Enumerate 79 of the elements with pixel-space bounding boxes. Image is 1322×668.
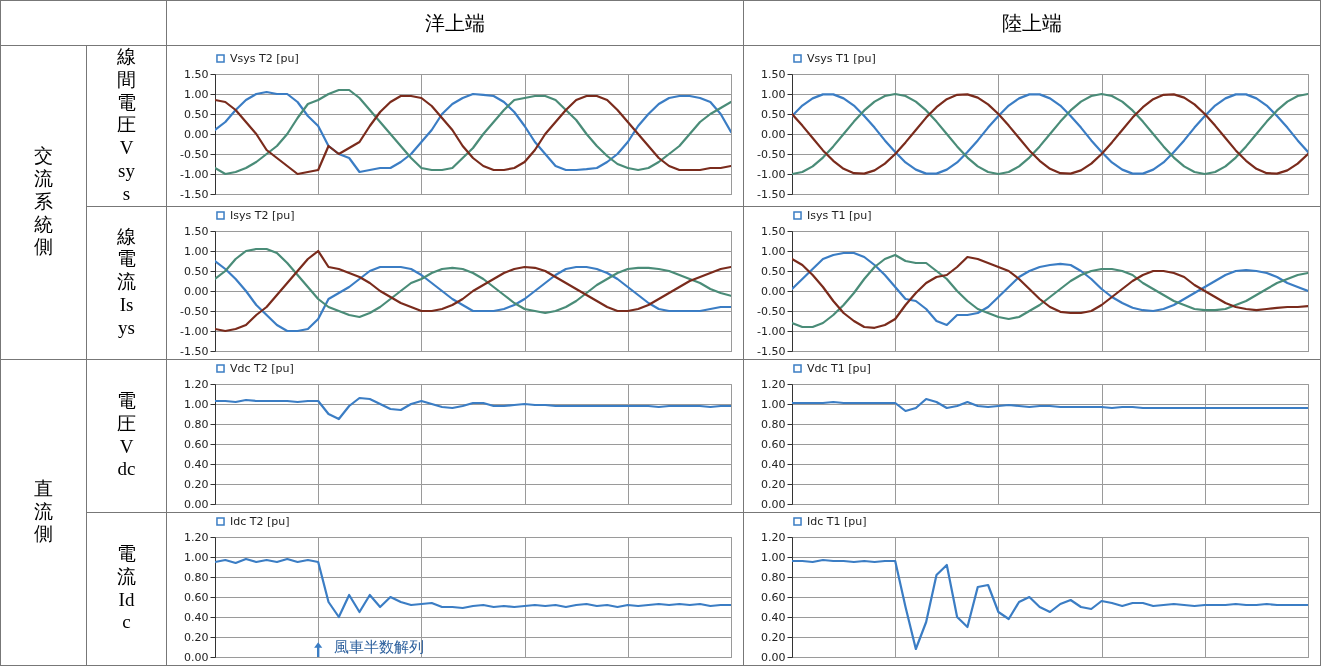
y-tick-label: 0.20 (761, 630, 786, 644)
y-axis-title: 電流Idc (116, 542, 137, 635)
y-tick-label: 0.20 (184, 477, 209, 491)
line-series (792, 397, 1308, 412)
y-tick-label: 1.00 (184, 87, 209, 101)
legend-label: Vdc T1 [pu] (807, 361, 871, 375)
y-tick-label: 1.00 (761, 87, 786, 101)
chart-title: 洋上端 (166, 0, 744, 46)
y-tick-label: 0.00 (761, 127, 786, 141)
y-tick-label: 0.80 (761, 570, 786, 584)
y-tick-label: 0.80 (184, 417, 209, 431)
y-tick-label: -0.50 (180, 147, 209, 161)
legend-label: Vsys T2 [pu] (230, 51, 299, 65)
line-series (215, 396, 731, 420)
y-tick-label: 1.50 (184, 67, 209, 81)
y-axis-title: 線電流Isys (116, 225, 137, 340)
y-tick-label: 0.50 (761, 264, 786, 278)
legend-label: Idc T1 [pu] (807, 514, 867, 528)
legend-label: Isys T2 [pu] (230, 208, 295, 222)
y-tick-label: 1.00 (184, 397, 209, 411)
y-tick-label: 0.00 (761, 650, 786, 664)
annotation: 風車半数解列 (334, 638, 425, 655)
y-tick-label: 1.50 (184, 224, 209, 238)
y-tick-label: 0.80 (184, 570, 209, 584)
y-tick-label: 1.20 (761, 530, 786, 544)
y-tick-label: 0.00 (761, 497, 786, 511)
y-tick-label: 0.40 (184, 457, 209, 471)
y-tick-label: 0.00 (184, 650, 209, 664)
y-tick-label: 0.60 (184, 437, 209, 451)
y-tick-label: 0.50 (184, 264, 209, 278)
y-tick-label: 1.00 (184, 244, 209, 258)
line-series (215, 247, 731, 318)
text: 交流系統側 (33, 145, 54, 260)
y-tick-label: -1.50 (180, 344, 209, 358)
y-tick-label: 1.00 (184, 550, 209, 564)
legend-label: Idc T2 [pu] (230, 514, 290, 528)
y-tick-label: 1.20 (184, 530, 209, 544)
y-tick-label: -1.50 (757, 187, 786, 201)
y-tick-label: -1.00 (757, 167, 786, 181)
chart-title: 陸上端 (743, 0, 1321, 46)
line-series (215, 557, 731, 618)
y-tick-label: -1.00 (757, 324, 786, 338)
y-axis-title: 線間電圧Vsys (116, 46, 137, 206)
text: 直流側 (33, 477, 54, 547)
y-tick-label: -1.00 (180, 324, 209, 338)
y-tick-label: -0.50 (180, 304, 209, 318)
y-tick-label: 0.50 (184, 107, 209, 121)
y-tick-label: 1.20 (184, 377, 209, 391)
y-tick-label: 0.00 (184, 497, 209, 511)
y-tick-label: 0.20 (761, 477, 786, 491)
y-tick-label: 0.50 (761, 107, 786, 121)
y-tick-label: 0.60 (761, 437, 786, 451)
y-tick-label: 0.00 (184, 127, 209, 141)
y-tick-label: 0.00 (761, 284, 786, 298)
y-tick-label: -1.00 (180, 167, 209, 181)
y-tick-label: 0.60 (761, 590, 786, 604)
y-tick-label: 0.40 (184, 610, 209, 624)
y-tick-label: 0.80 (761, 417, 786, 431)
y-tick-label: -0.50 (757, 147, 786, 161)
y-tick-label: -1.50 (180, 187, 209, 201)
legend-label: Isys T1 [pu] (807, 208, 872, 222)
y-tick-label: -0.50 (757, 304, 786, 318)
y-tick-label: 1.00 (761, 397, 786, 411)
y-axis-title: 電圧Vdc (116, 389, 137, 482)
line-series (792, 93, 1308, 175)
y-tick-label: 1.50 (761, 67, 786, 81)
y-tick-label: 0.60 (184, 590, 209, 604)
legend-label: Vdc T2 [pu] (230, 361, 294, 375)
y-tick-label: -1.50 (757, 344, 786, 358)
y-tick-label: 1.00 (761, 244, 786, 258)
y-tick-label: 0.20 (184, 630, 209, 644)
line-series (792, 558, 1308, 650)
y-tick-label: 1.50 (761, 224, 786, 238)
y-tick-label: 1.00 (761, 550, 786, 564)
y-tick-label: 0.00 (184, 284, 209, 298)
legend-label: Vsys T1 [pu] (807, 51, 876, 65)
y-tick-label: 0.40 (761, 457, 786, 471)
y-tick-label: 0.40 (761, 610, 786, 624)
y-tick-label: 1.20 (761, 377, 786, 391)
